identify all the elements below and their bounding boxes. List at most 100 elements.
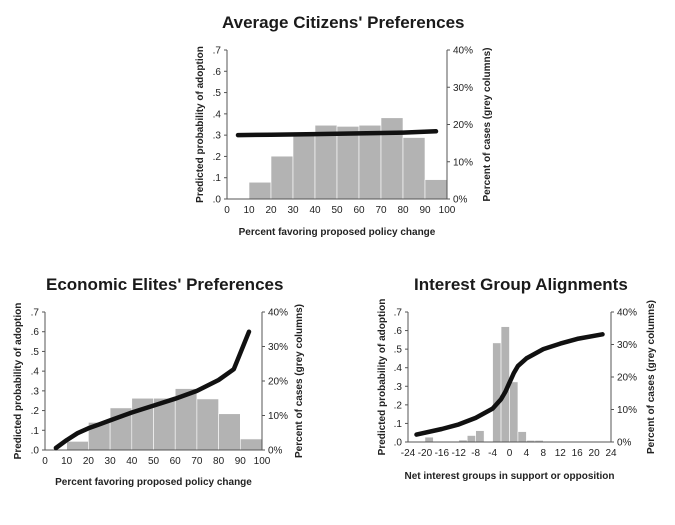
citizens-y2-tick-label: 40% [453,46,473,57]
citizens-bar [358,124,382,200]
interest-x-tick-label: -8 [471,448,480,459]
citizens-bar [270,155,294,200]
chart-title-interest-groups: Interest Group Alignments [414,275,628,294]
elites-y2-tick-label: 20% [268,377,288,388]
interest-x-tick-label: -20 [418,448,433,459]
citizens-y2-tick-label: 0% [453,195,468,206]
elites-bar [240,438,263,451]
interest-x-tick-label: 4 [524,448,530,459]
interest-x-tick-label: 0 [507,448,513,459]
interest-y2-tick-label: 20% [617,373,637,384]
elites-y2-tick-label: 30% [268,342,288,353]
elites-x-tick-label: 0 [42,456,48,467]
interest-y-tick-label: .0 [394,438,403,449]
citizens-x-tick-label: 50 [331,205,343,216]
interest-x-axis-label: Net interest groups in support or opposi… [405,471,615,482]
citizens-x-tick-label: 80 [397,205,409,216]
interest-y-tick-label: .6 [394,326,403,337]
citizens-y-tick-label: .2 [213,152,222,163]
elites-y-tick-label: .0 [31,446,40,457]
interest-x-tick-label: -16 [435,448,450,459]
elites-x-tick-label: 90 [235,456,247,467]
elites-y-tick-label: .4 [31,367,40,378]
citizens-y-tick-label: .4 [213,109,222,120]
interest-bar [517,431,527,443]
interest-x-tick-label: -24 [401,448,416,459]
interest-y-tick-label: .5 [394,345,403,356]
interest-y2-tick-label: 40% [617,308,637,319]
elites-x-tick-label: 50 [148,456,160,467]
citizens-bar [336,126,360,200]
citizens-y-axis-label: Predicted probability of adoption [195,46,206,203]
elites-y-tick-label: .3 [31,386,40,397]
citizens-x-tick-label: 0 [224,205,230,216]
citizens-x-tick-label: 100 [439,205,456,216]
elites-x-tick-label: 30 [105,456,117,467]
elites-probability-line [53,329,252,451]
interest-bar [492,342,502,443]
elites-y2-tick-label: 40% [268,308,288,319]
elites-x-axis-label: Percent favoring proposed policy change [55,477,252,488]
elites-x-tick-label: 100 [254,456,271,467]
citizens-bar [402,137,426,200]
interest-y2-tick-label: 10% [617,405,637,416]
interest-bar [509,381,519,443]
citizens-x-tick-label: 40 [309,205,321,216]
citizens-x-tick-label: 90 [419,205,431,216]
citizens-x-tick-label: 70 [375,205,387,216]
chart-title-citizens: Average Citizens' Preferences [222,13,465,32]
citizens-x-axis-label: Percent favoring proposed policy change [239,227,436,238]
elites-y-tick-label: .2 [31,406,40,417]
elites-y-tick-label: .1 [31,426,40,437]
elites-bar [66,441,89,451]
interest-y2-axis-label: Percent of cases (grey columns) [646,300,657,454]
citizens-x-tick-label: 30 [287,205,299,216]
interest-x-tick-label: 16 [572,448,584,459]
citizens-y-tick-label: .0 [213,195,222,206]
elites-x-tick-label: 60 [170,456,182,467]
citizens-bar [424,179,448,200]
citizens-y-tick-label: .1 [213,173,222,184]
citizens-x-tick-label: 20 [265,205,277,216]
interest-y2-tick-label: 30% [617,340,637,351]
citizens-probability-line [235,129,439,138]
citizens-y-tick-label: .6 [213,67,222,78]
elites-x-tick-label: 20 [83,456,95,467]
interest-y-tick-label: .1 [394,419,403,430]
elites-y2-tick-label: 10% [268,411,288,422]
elites-bar [218,413,241,451]
interest-x-tick-label: 8 [541,448,547,459]
interest-x-tick-label: -4 [488,448,497,459]
citizens-x-tick-label: 10 [243,205,255,216]
interest-bar [424,436,434,443]
elites-y2-tick-label: 0% [268,446,283,457]
interest-y-tick-label: .4 [394,363,403,374]
interest-y-tick-label: .3 [394,382,403,393]
citizens-bar [314,124,338,200]
citizens-y2-tick-label: 30% [453,83,473,94]
interest-bar [475,430,485,443]
elites-y-tick-label: .6 [31,327,40,338]
interest-y-tick-label: .2 [394,400,403,411]
citizens-y2-tick-label: 10% [453,157,473,168]
elites-x-tick-label: 70 [191,456,203,467]
citizens-bar [380,117,404,200]
interest-y-tick-label: .7 [394,308,403,319]
interest-y2-tick-label: 0% [617,438,632,449]
interest-x-tick-label: 12 [555,448,567,459]
citizens-y2-axis-label: Percent of cases (grey columns) [482,48,493,202]
elites-x-tick-label: 10 [61,456,73,467]
chart-title-elites: Economic Elites' Preferences [46,275,284,294]
citizens-y-tick-label: .5 [213,88,222,99]
citizens-bar [292,133,316,200]
elites-x-tick-label: 80 [213,456,225,467]
citizens-x-tick-label: 60 [353,205,365,216]
interest-x-tick-label: 20 [589,448,601,459]
interest-x-tick-label: -12 [452,448,467,459]
elites-y-axis-label: Predicted probability of adoption [13,303,24,460]
interest-bar [466,435,476,443]
elites-x-tick-label: 40 [126,456,138,467]
citizens-y-tick-label: .3 [213,131,222,142]
elites-y2-axis-label: Percent of cases (grey columns) [294,304,305,458]
